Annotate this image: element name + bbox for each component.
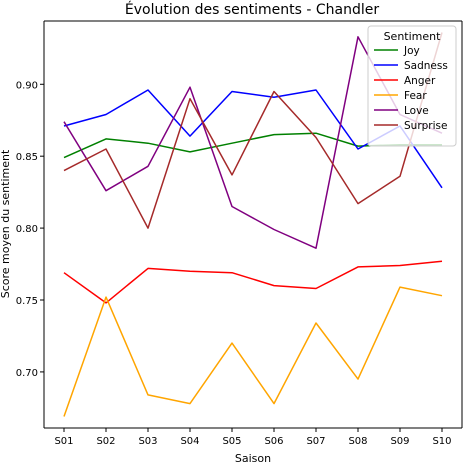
x-tick-label: S01 xyxy=(54,436,73,447)
x-tick-label: S04 xyxy=(180,436,199,447)
x-tick-label: S07 xyxy=(306,436,325,447)
chart-title: Évolution des sentiments - Chandler xyxy=(125,1,379,18)
legend-label-sadness: Sadness xyxy=(404,60,448,72)
x-tick-label: S09 xyxy=(390,436,409,447)
legend-title: Sentiment xyxy=(384,30,442,43)
x-axis-label: Saison xyxy=(235,452,271,465)
legend-label-joy: Joy xyxy=(403,45,420,57)
x-tick-label: S02 xyxy=(96,436,115,447)
legend-label-anger: Anger xyxy=(404,75,436,87)
series-line-fear xyxy=(63,286,443,417)
y-tick-label: 0.70 xyxy=(16,368,38,379)
legend-label-surprise: Surprise xyxy=(404,120,447,132)
y-tick-label: 0.90 xyxy=(16,80,38,91)
x-tick-label: S05 xyxy=(222,436,241,447)
y-tick-label: 0.75 xyxy=(16,296,38,307)
legend-box xyxy=(367,25,457,147)
y-axis: 0.70 0.75 0.80 0.85 0.90 xyxy=(16,80,44,379)
y-tick-label: 0.85 xyxy=(16,152,38,163)
x-tick-label: S03 xyxy=(138,436,157,447)
x-axis: S01 S02 S03 S04 S05 S06 S07 S08 S09 S10 xyxy=(54,428,452,447)
y-axis-label: Score moyen du sentiment xyxy=(0,149,12,298)
series-line-surprise xyxy=(63,32,443,229)
legend: Sentiment Joy Sadness Anger Fear Love Surpris… xyxy=(367,25,457,147)
series-line-anger xyxy=(63,260,443,304)
x-tick-label: S06 xyxy=(264,436,283,447)
legend-label-love: Love xyxy=(404,105,429,117)
x-tick-label: S10 xyxy=(432,436,451,447)
x-tick-label: S08 xyxy=(348,436,367,447)
y-tick-label: 0.80 xyxy=(16,224,38,235)
legend-label-fear: Fear xyxy=(404,90,427,102)
